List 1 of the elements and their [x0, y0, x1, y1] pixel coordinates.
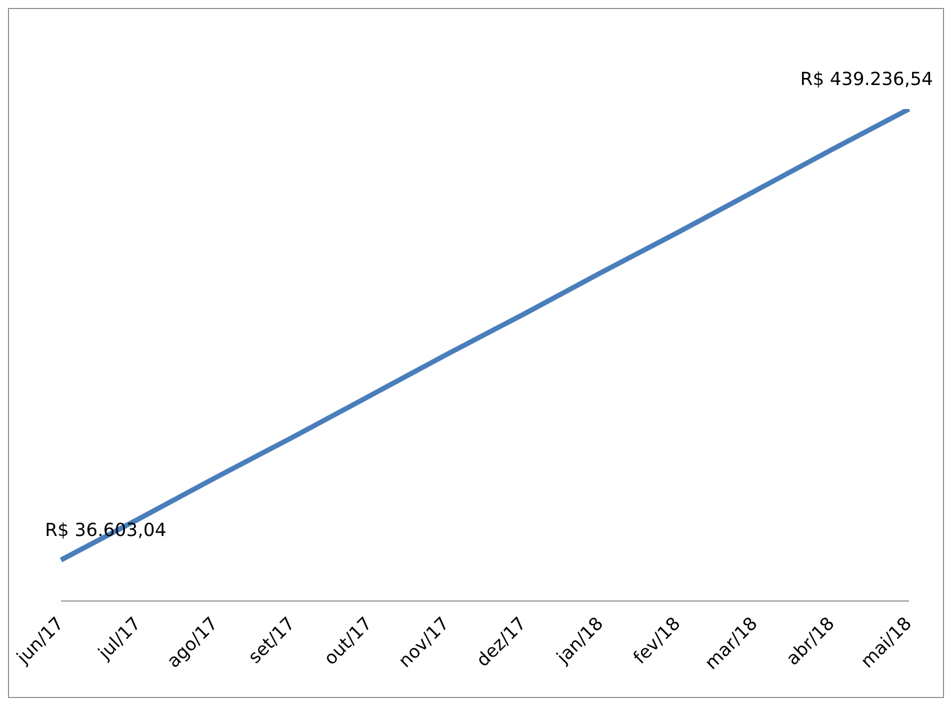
data-label: R$ 439.236,54 [800, 69, 933, 90]
